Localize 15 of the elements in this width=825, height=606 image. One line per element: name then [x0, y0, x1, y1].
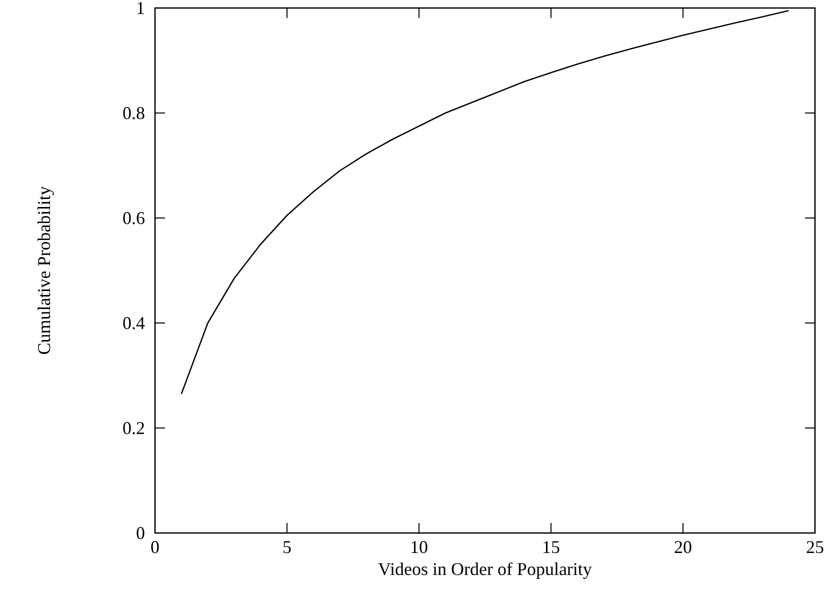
x-tick-label: 0 [150, 537, 160, 557]
line-series [180, 10, 790, 395]
x-tick-label: 15 [542, 537, 560, 557]
y-tick-label: 0 [136, 523, 145, 543]
x-tick-label: 10 [410, 537, 428, 557]
y-tick-label: 1 [136, 0, 145, 18]
x-tick-label: 5 [282, 537, 292, 557]
x-tick-label: 25 [806, 537, 824, 557]
y-tick-label: 0.4 [122, 313, 145, 333]
y-axis-title: Cumulative Probability [34, 186, 54, 355]
y-tick-label: 0.2 [122, 418, 145, 438]
y-tick-label: 0.8 [122, 103, 145, 123]
x-axis-title: Videos in Order of Popularity [378, 559, 592, 579]
x-tick-label: 20 [674, 537, 692, 557]
y-tick-label: 0.6 [122, 208, 145, 228]
